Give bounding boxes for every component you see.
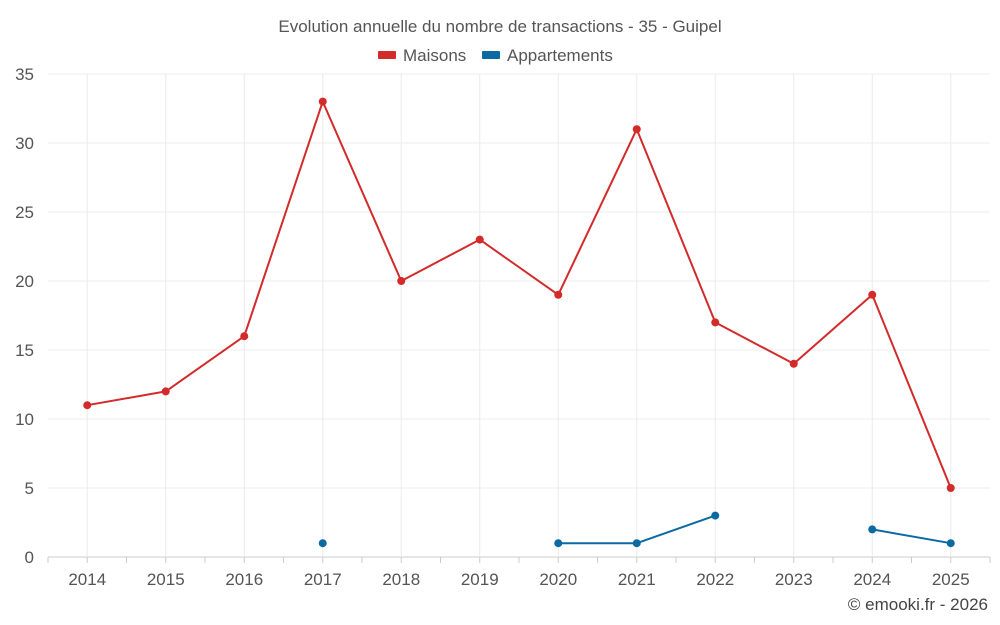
data-point[interactable] xyxy=(632,539,641,548)
x-tick-label: 2019 xyxy=(461,570,499,589)
y-tick-label: 30 xyxy=(15,134,34,153)
x-axis-ticks: 2014 2015 2016 2017 2018 2019 2020 2021 2022 2023… xyxy=(47,557,991,589)
legend-swatch-appartements xyxy=(482,51,500,59)
data-point[interactable] xyxy=(83,401,92,410)
data-point[interactable] xyxy=(240,332,249,341)
x-tick-label: 2023 xyxy=(775,570,813,589)
x-tick-label: 2018 xyxy=(382,570,420,589)
chart-title: Evolution annuelle du nombre de transact… xyxy=(278,17,721,36)
data-point[interactable] xyxy=(632,125,641,134)
data-point[interactable] xyxy=(868,290,877,299)
data-point[interactable] xyxy=(868,525,877,534)
series-line xyxy=(87,100,952,489)
series-line xyxy=(872,528,951,545)
x-tick-label: 2020 xyxy=(539,570,577,589)
y-tick-label: 15 xyxy=(15,341,34,360)
y-tick-label: 0 xyxy=(25,548,34,567)
x-tick-label: 2017 xyxy=(304,570,342,589)
y-tick-label: 10 xyxy=(15,410,34,429)
legend-label-appartements: Appartements xyxy=(507,46,613,65)
y-tick-label: 20 xyxy=(15,272,34,291)
x-tick-label: 2024 xyxy=(853,570,891,589)
data-point[interactable] xyxy=(946,484,955,492)
data-point[interactable] xyxy=(946,539,955,548)
data-point[interactable] xyxy=(789,359,798,368)
series-appartements xyxy=(318,511,955,548)
grid xyxy=(48,73,990,558)
data-point[interactable] xyxy=(554,290,563,299)
y-axis-ticks: 0 5 10 15 20 25 30 35 xyxy=(15,65,34,567)
legend-label-maisons: Maisons xyxy=(403,46,466,65)
x-tick-label: 2015 xyxy=(147,570,185,589)
data-point[interactable] xyxy=(318,97,327,106)
y-tick-label: 5 xyxy=(25,479,34,498)
x-tick-label: 2021 xyxy=(618,570,656,589)
data-point[interactable] xyxy=(711,511,720,520)
legend-item-maisons[interactable]: Maisons xyxy=(378,46,466,65)
legend-item-appartements[interactable]: Appartements xyxy=(482,46,613,65)
series-maisons xyxy=(83,97,955,492)
data-point[interactable] xyxy=(318,539,327,548)
data-point[interactable] xyxy=(554,539,563,548)
y-tick-label: 25 xyxy=(15,203,34,222)
x-tick-label: 2016 xyxy=(225,570,263,589)
legend: Maisons Appartements xyxy=(378,46,613,65)
y-tick-label: 35 xyxy=(15,65,34,84)
x-tick-label: 2022 xyxy=(696,570,734,589)
data-point[interactable] xyxy=(711,318,720,327)
x-tick-label: 2014 xyxy=(68,570,106,589)
data-point[interactable] xyxy=(397,277,406,285)
legend-swatch-maisons xyxy=(378,51,396,59)
series xyxy=(83,97,955,548)
data-point[interactable] xyxy=(475,235,484,244)
data-point[interactable] xyxy=(161,387,170,396)
x-tick-label: 2025 xyxy=(932,570,970,589)
credit-text: © emooki.fr - 2026 xyxy=(848,595,988,614)
